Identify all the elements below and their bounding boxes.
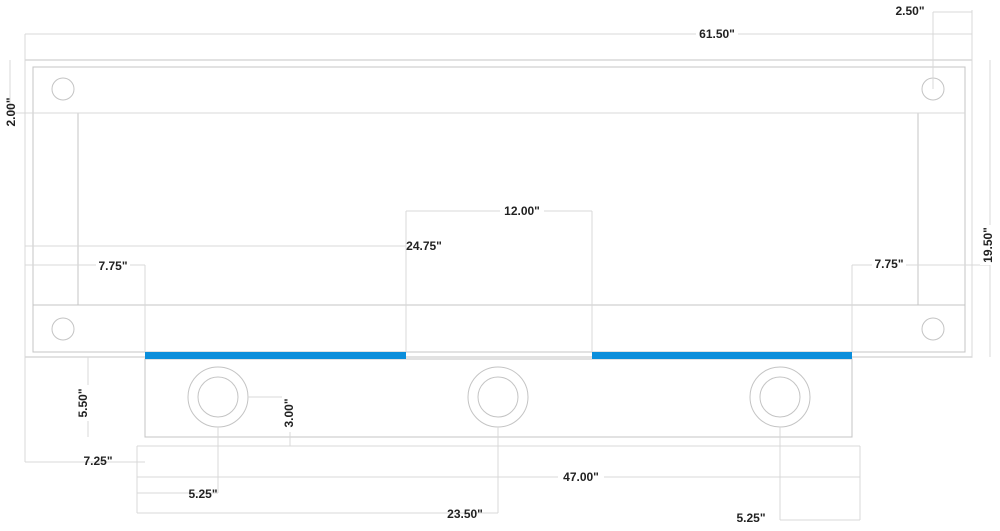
dimension-label: 23.50" bbox=[447, 507, 483, 521]
dimension-label: 47.00" bbox=[563, 470, 599, 484]
dimension-lines bbox=[9, 10, 991, 521]
dimension-label: 2.50" bbox=[895, 4, 924, 18]
dimension-label: 7.75" bbox=[98, 259, 127, 273]
dimension-label: 5.50" bbox=[76, 388, 90, 417]
dimension-label: 3.00" bbox=[282, 398, 296, 427]
dimension-label: 2.00" bbox=[4, 97, 18, 126]
dimension-label: 24.75" bbox=[406, 239, 442, 253]
dimension-labels: 2.50" 61.50" 2.00" 12.00" 24.75" 7.75" 7… bbox=[4, 4, 998, 525]
dimension-label: 5.25" bbox=[188, 487, 217, 501]
dimension-label: 61.50" bbox=[699, 27, 735, 41]
dimension-label: 7.75" bbox=[874, 257, 903, 271]
dimension-label: 5.25" bbox=[736, 511, 765, 525]
dimension-label: 19.50" bbox=[981, 227, 995, 263]
dimension-label: 12.00" bbox=[504, 204, 540, 218]
part-outline bbox=[24, 59, 973, 438]
dimension-label: 7.25" bbox=[83, 454, 112, 468]
